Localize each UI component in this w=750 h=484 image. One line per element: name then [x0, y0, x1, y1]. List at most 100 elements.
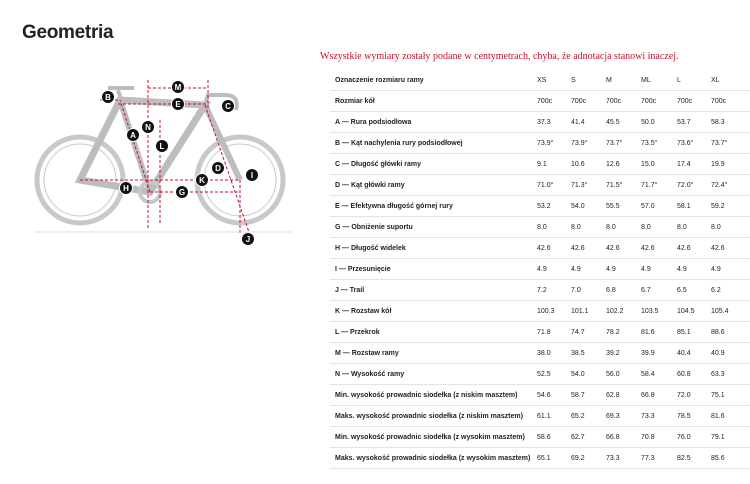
- cell: 4.9: [677, 266, 687, 273]
- label-letter: J: [246, 235, 250, 244]
- cell: 71.7°: [641, 182, 658, 189]
- cell: 103.5: [641, 308, 659, 315]
- cell: 77.3: [641, 455, 655, 462]
- cell: 6.2: [711, 287, 721, 294]
- table-row: Min. wysokość prowadnic siodełka (z wyso…: [330, 427, 750, 448]
- cell: 52.5: [537, 371, 551, 378]
- label-letter: B: [105, 93, 111, 102]
- cell: 8.0: [537, 224, 547, 231]
- cell: M: [606, 77, 612, 84]
- label-badge: [175, 185, 189, 199]
- cell: 9.1: [537, 161, 547, 168]
- row-label: L — Przekrok: [335, 329, 380, 336]
- cell: 8.0: [571, 224, 581, 231]
- dimension-lines: [80, 80, 251, 236]
- cell: 57.0: [641, 203, 655, 210]
- cell: 53.7: [677, 119, 691, 126]
- cell: 42.6: [537, 245, 551, 252]
- table-row: E — Efektywna długość górnej rury 53.2 54.…: [330, 196, 750, 217]
- label-letter: K: [199, 176, 205, 185]
- cell: 38.5: [571, 350, 585, 357]
- label-badge: [245, 168, 259, 182]
- label-badge: [195, 173, 209, 187]
- cell: 700c: [711, 98, 727, 105]
- table-row: M — Rozstaw ramy 38.0 38.5 39.2 39.9 40.4 40.9: [330, 343, 750, 364]
- cell: 8.0: [641, 224, 651, 231]
- label-letter: M: [175, 83, 182, 92]
- cell: 40.9: [711, 350, 725, 357]
- cell: 54.0: [571, 371, 585, 378]
- cell: 37.3: [537, 119, 551, 126]
- row-label: Min. wysokość prowadnic siodełka (z wyso…: [335, 434, 525, 441]
- row-label: Min. wysokość prowadnic siodełka (z nisk…: [335, 392, 518, 399]
- cell: 12.6: [606, 161, 620, 168]
- cell: 63.3: [711, 371, 725, 378]
- row-label: A — Rura podsiodłowa: [335, 119, 412, 126]
- row-label: I — Przesunięcie: [335, 266, 391, 273]
- row-label: J — Trail: [335, 287, 365, 294]
- table-row: C — Długość główki ramy 9.1 10.6 12.6 15.0 17…: [330, 154, 750, 175]
- label-badge: [126, 128, 140, 142]
- table-row: I — Przesunięcie 4.9 4.9 4.9 4.9 4.9 4.9: [330, 259, 750, 280]
- cell: 700c: [537, 98, 553, 105]
- cell: 73.5°: [641, 140, 658, 147]
- cell: 74.7: [571, 329, 585, 336]
- row-label: Rozmiar kół: [335, 98, 375, 105]
- cell: 4.9: [606, 266, 616, 273]
- cell: 85.1: [677, 329, 691, 336]
- cell: 700c: [606, 98, 622, 105]
- cell: 75.1: [711, 392, 725, 399]
- table-row: G — Obniżenie suportu 8.0 8.0 8.0 8.0 8.0 8.0: [330, 217, 750, 238]
- cell: 69.2: [571, 455, 585, 462]
- row-label: E — Efektywna długość górnej rury: [335, 203, 453, 210]
- label-badge: [171, 97, 185, 111]
- cell: 72.0°: [677, 182, 694, 189]
- cell: 38.0: [537, 350, 551, 357]
- cell: 7.2: [537, 287, 547, 294]
- label-badge: [211, 161, 225, 175]
- table-row: B — Kąt nachylenia rury podsiodłowej 73.9…: [330, 133, 750, 154]
- cell: 100.3: [537, 308, 555, 315]
- cell: 39.2: [606, 350, 620, 357]
- cell: 70.8: [641, 434, 655, 441]
- table-row: Min. wysokość prowadnic siodełka (z nisk…: [330, 385, 750, 406]
- row-label: C — Długość główki ramy: [335, 161, 421, 168]
- cell: 61.1: [537, 413, 551, 420]
- label-letter: A: [130, 131, 136, 140]
- cell: 42.6: [677, 245, 691, 252]
- cell: 700c: [641, 98, 657, 105]
- cell: 17.4: [677, 161, 691, 168]
- cell: 73.9°: [571, 140, 588, 147]
- cell: 42.6: [711, 245, 725, 252]
- label-letter: N: [145, 123, 151, 132]
- label-letter: E: [175, 100, 181, 109]
- cell: 45.5: [606, 119, 620, 126]
- label-letter: C: [225, 102, 231, 111]
- cell: 58.3: [711, 119, 725, 126]
- cell: L: [677, 77, 681, 84]
- cell: 56.0: [606, 371, 620, 378]
- cell: 54.6: [537, 392, 551, 399]
- cell: 700c: [571, 98, 587, 105]
- cell: 10.6: [571, 161, 585, 168]
- cell: 8.0: [677, 224, 687, 231]
- cell: 73.6°: [677, 140, 694, 147]
- cell: 54.0: [571, 203, 585, 210]
- cell: 62.8: [606, 392, 620, 399]
- cell: 58.1: [677, 203, 691, 210]
- label-badge: [171, 80, 185, 94]
- table-row: H — Długość widelek 42.6 42.6 42.6 42.6 42.6 4…: [330, 238, 750, 259]
- label-badge: [119, 181, 133, 195]
- cell: 8.0: [606, 224, 616, 231]
- cell: ML: [641, 77, 651, 84]
- row-label: N — Wysokość ramy: [335, 371, 405, 378]
- cell: 104.5: [677, 308, 695, 315]
- cell: 50.0: [641, 119, 655, 126]
- label-letter: D: [215, 164, 221, 173]
- page-title: Geometria: [22, 22, 114, 43]
- table-row: Maks. wysokość prowadnic siodełka (z wys…: [330, 448, 750, 469]
- label-badge: [221, 99, 235, 113]
- cell: 8.0: [711, 224, 721, 231]
- cell: 53.2: [537, 203, 551, 210]
